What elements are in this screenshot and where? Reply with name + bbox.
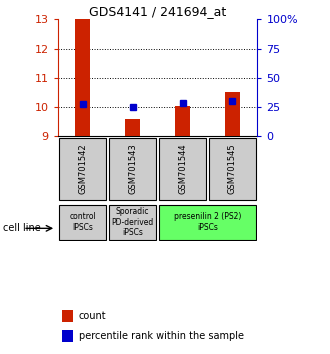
Bar [59, 205, 106, 240]
Text: percentile rank within the sample: percentile rank within the sample [79, 331, 244, 341]
Bar [62, 310, 73, 322]
Bar [209, 138, 256, 200]
Bar [109, 205, 156, 240]
Text: control
IPSCs: control IPSCs [69, 212, 96, 232]
Text: GSM701543: GSM701543 [128, 144, 137, 194]
Text: GSM701542: GSM701542 [78, 144, 87, 194]
Text: presenilin 2 (PS2)
iPSCs: presenilin 2 (PS2) iPSCs [174, 212, 241, 232]
Bar [62, 330, 73, 342]
Text: count: count [79, 311, 106, 321]
Text: GSM701544: GSM701544 [178, 144, 187, 194]
Bar [225, 92, 240, 136]
Text: cell line: cell line [3, 223, 41, 233]
Bar [125, 119, 140, 136]
Text: Sporadic
PD-derived
iPSCs: Sporadic PD-derived iPSCs [112, 207, 154, 237]
Bar [59, 138, 106, 200]
Bar [109, 138, 156, 200]
Bar [175, 106, 190, 136]
Bar [159, 138, 206, 200]
Bar [159, 205, 256, 240]
Text: GSM701545: GSM701545 [228, 144, 237, 194]
Bar [75, 19, 90, 136]
Title: GDS4141 / 241694_at: GDS4141 / 241694_at [89, 5, 226, 18]
